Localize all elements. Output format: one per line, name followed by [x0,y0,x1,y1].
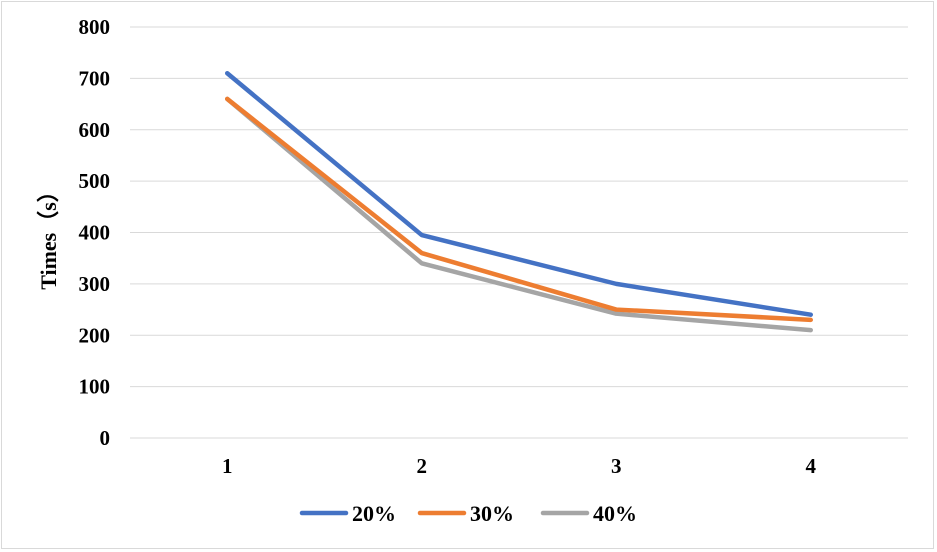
y-axis-label: Times（s） [36,180,61,290]
legend-item: 40% [540,501,637,526]
series-line [225,70,813,317]
x-tick-label: 2 [417,454,428,478]
legend-label: 40% [593,501,637,526]
y-tick-label: 200 [79,323,111,347]
y-tick-label: 100 [79,375,111,399]
series-lines [225,70,813,333]
y-tick-labels: 0 100 200 300 400 500 600 700 800 [79,15,111,450]
y-tick-label: 700 [79,66,111,90]
series-line [225,96,813,333]
y-tick-label: 0 [100,426,111,450]
x-tick-label: 4 [806,454,817,478]
legend-item: 30% [417,501,514,526]
series-line [225,96,813,323]
y-tick-label: 800 [79,15,111,39]
x-tick-label: 1 [222,454,233,478]
legend: 20% 30% 40% [299,501,637,526]
legend-label: 20% [352,501,396,526]
legend-label: 30% [470,501,514,526]
y-tick-label: 500 [79,169,111,193]
legend-item: 20% [299,501,396,526]
y-tick-label: 600 [79,118,111,142]
gridlines [130,26,908,439]
y-tick-label: 400 [79,221,111,245]
x-tick-label: 3 [611,454,622,478]
y-tick-label: 300 [79,272,111,296]
x-tick-labels: 1 2 3 4 [222,454,817,478]
